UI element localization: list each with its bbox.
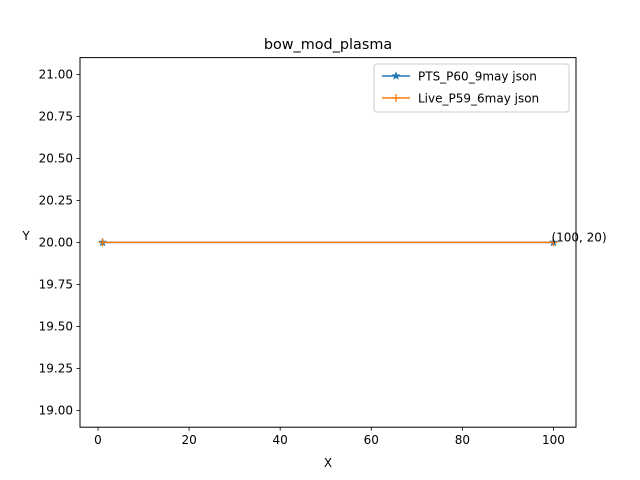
y-tick-label: 19.00 <box>39 404 73 418</box>
y-tick-label: 19.50 <box>39 320 73 334</box>
series-layer <box>97 237 559 247</box>
data-point <box>98 238 107 247</box>
legend-marker <box>391 71 401 81</box>
x-tick-label: 80 <box>455 433 470 447</box>
x-tick-label: 20 <box>181 433 196 447</box>
x-axis: 0 20 40 60 80 100 <box>94 427 565 447</box>
series-2 <box>98 238 558 247</box>
y-tick-label: 20.25 <box>39 194 73 208</box>
legend-entry: PTS_P60_9may json <box>382 69 537 83</box>
point-annotation: (100, 20) <box>551 230 606 244</box>
legend: PTS_P60_9may json Live_P59_6may json <box>373 63 570 113</box>
annotation-layer: (100, 20) <box>551 230 606 244</box>
legend-label: PTS_P60_9may json <box>418 69 537 83</box>
chart-title: bow_mod_plasma <box>264 37 392 53</box>
y-tick-label: 20.75 <box>39 110 73 124</box>
legend-marker <box>392 94 400 102</box>
y-tick-label: 19.25 <box>39 362 73 376</box>
x-tick-label: 100 <box>542 433 565 447</box>
y-tick-label: 20.50 <box>39 152 73 166</box>
legend-box <box>373 63 570 113</box>
y-tick-label: 20.00 <box>39 236 73 250</box>
y-tick-label: 21.00 <box>39 68 73 82</box>
x-axis-label: X <box>324 456 332 470</box>
y-axis-label: Y <box>21 229 30 243</box>
legend-entry: Live_P59_6may json <box>382 91 539 105</box>
y-tick-label: 19.75 <box>39 278 73 292</box>
x-tick-label: 40 <box>273 433 288 447</box>
data-point <box>549 238 558 247</box>
x-tick-label: 0 <box>94 433 102 447</box>
y-axis: 19.00 19.25 19.50 19.75 20.00 20.25 20.50 20.75… <box>39 68 80 418</box>
legend-label: Live_P59_6may json <box>418 91 539 105</box>
x-tick-label: 60 <box>364 433 379 447</box>
